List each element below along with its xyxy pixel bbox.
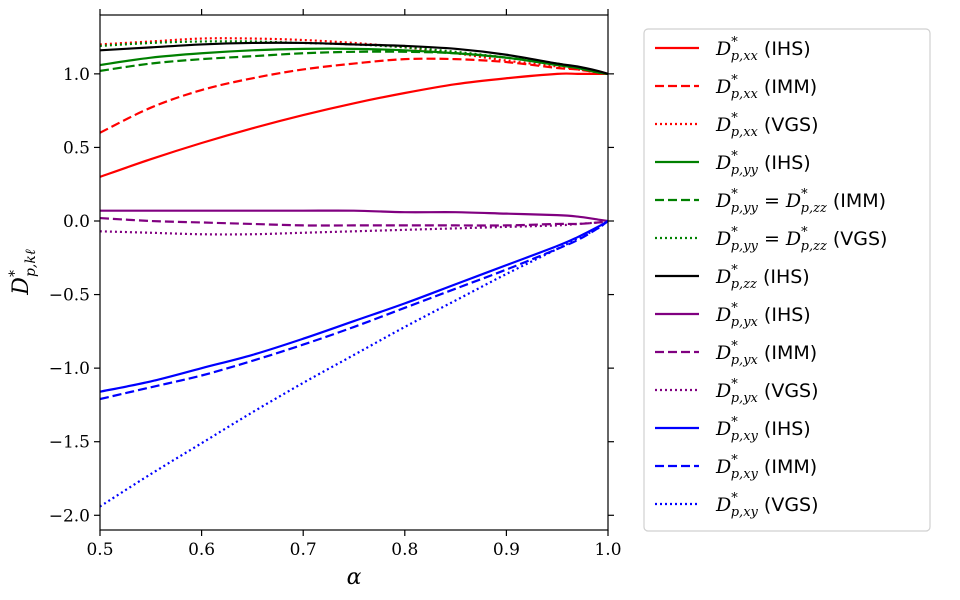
x-tick-label: 0.9 — [493, 540, 520, 560]
x-tick-label: 0.6 — [188, 540, 215, 560]
series-line-4 — [100, 50, 608, 75]
y-tick-label: 1.0 — [63, 65, 90, 85]
legend-entry-7: D* p,yx (IHS) — [715, 301, 811, 330]
series-line-1 — [100, 57, 608, 134]
series-line-6 — [100, 41, 608, 75]
legend-entry-10: D* p,xy (IHS) — [715, 415, 811, 444]
legend-entry-1: D* p,xx (IMM) — [715, 73, 817, 102]
series-line-5 — [100, 40, 608, 75]
x-tick-label: 1.0 — [594, 540, 621, 560]
legend-entry-9: D* p,yx (VGS) — [715, 377, 819, 406]
series-line-11 — [100, 220, 608, 401]
series-line-7 — [100, 209, 608, 223]
series-line-3 — [100, 47, 608, 75]
x-axis-label: α — [347, 565, 362, 590]
legend-entry-0: D* p,xx (IHS) — [715, 35, 811, 64]
legend-entry-8: D* p,yx (IMM) — [715, 339, 817, 368]
plot-frame — [99, 14, 609, 531]
y-tick-label: −1.5 — [49, 433, 90, 453]
y-tick-label: 0.0 — [63, 212, 90, 232]
y-tick-label: 0.5 — [63, 138, 90, 158]
legend-entry-2: D* p,xx (VGS) — [715, 111, 819, 140]
y-tick-label: −2.0 — [49, 506, 90, 526]
legend-entry-12: D* p,xy (VGS) — [715, 491, 819, 520]
legend: D* p,xx (IHS) D* p,xx (IMM) D* p,xx (VGS) D* p,… — [643, 28, 931, 532]
y-tick-label: −1.0 — [49, 359, 90, 379]
plot-area — [100, 37, 608, 508]
axes: 0.5 0.6 0.7 0.8 0.9 1.0 −2.0 −1.5 −1.0 −0.5 0.0 0.5… — [49, 9, 622, 560]
legend-box — [643, 28, 931, 532]
legend-entry-3: D* p,yy (IHS) — [715, 149, 811, 178]
legend-entry-6: D* p,zz (IHS) — [715, 263, 810, 292]
x-tick-label: 0.8 — [391, 540, 418, 560]
series-line-0 — [100, 72, 608, 178]
legend-entry-5: D* p,yy = D* p,zz (VGS) — [715, 225, 887, 254]
x-tick-label: 0.7 — [290, 540, 317, 560]
legend-entry-4: D* p,yy = D* p,zz (IMM) — [715, 187, 886, 216]
series-line-10 — [100, 220, 608, 393]
series-line-8 — [100, 216, 608, 227]
legend-entry-11: D* p,xy (IMM) — [715, 453, 817, 482]
x-tick-label: 0.5 — [86, 540, 113, 560]
y-tick-label: −0.5 — [49, 286, 90, 306]
series-line-9 — [100, 219, 608, 236]
series-line-12 — [100, 220, 608, 508]
y-axis-label: D*p,kℓ — [7, 249, 39, 296]
